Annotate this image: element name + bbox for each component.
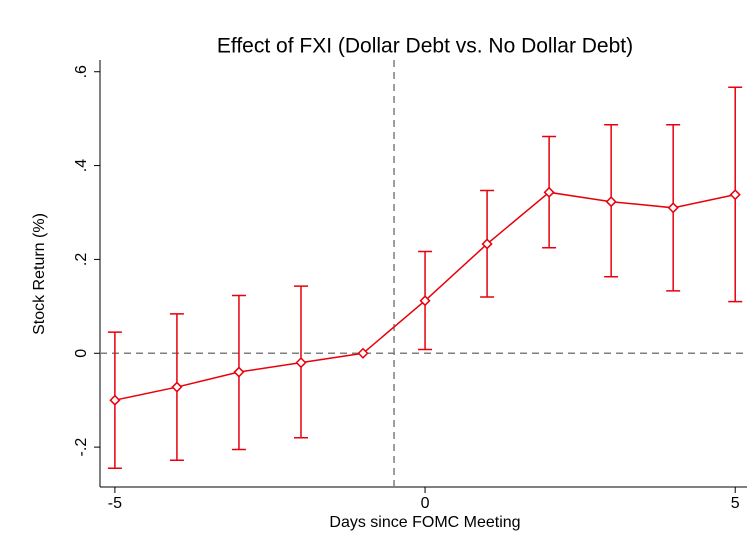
y-tick-label: 0: [73, 349, 90, 358]
y-axis-label: Stock Return (%): [31, 213, 48, 335]
marker: [233, 366, 245, 378]
y-tick-label: .6: [73, 65, 90, 78]
marker: [481, 238, 493, 250]
marker: [605, 196, 617, 208]
marker: [729, 189, 741, 201]
x-tick-label: -5: [108, 495, 122, 512]
marker: [419, 295, 431, 307]
y-tick-label: -.2: [73, 438, 90, 457]
chart-title: Effect of FXI (Dollar Debt vs. No Dollar…: [217, 35, 633, 58]
x-tick-label: 5: [731, 495, 740, 512]
marker: [295, 357, 307, 369]
x-axis-label: Days since FOMC Meeting: [329, 514, 520, 531]
y-tick-label: .2: [73, 253, 90, 266]
marker: [667, 202, 679, 214]
y-tick-label: .4: [73, 159, 90, 172]
marker: [171, 381, 183, 393]
marker: [543, 186, 555, 198]
marker: [109, 394, 121, 406]
marker: [357, 347, 369, 359]
x-tick-label: 0: [421, 495, 430, 512]
